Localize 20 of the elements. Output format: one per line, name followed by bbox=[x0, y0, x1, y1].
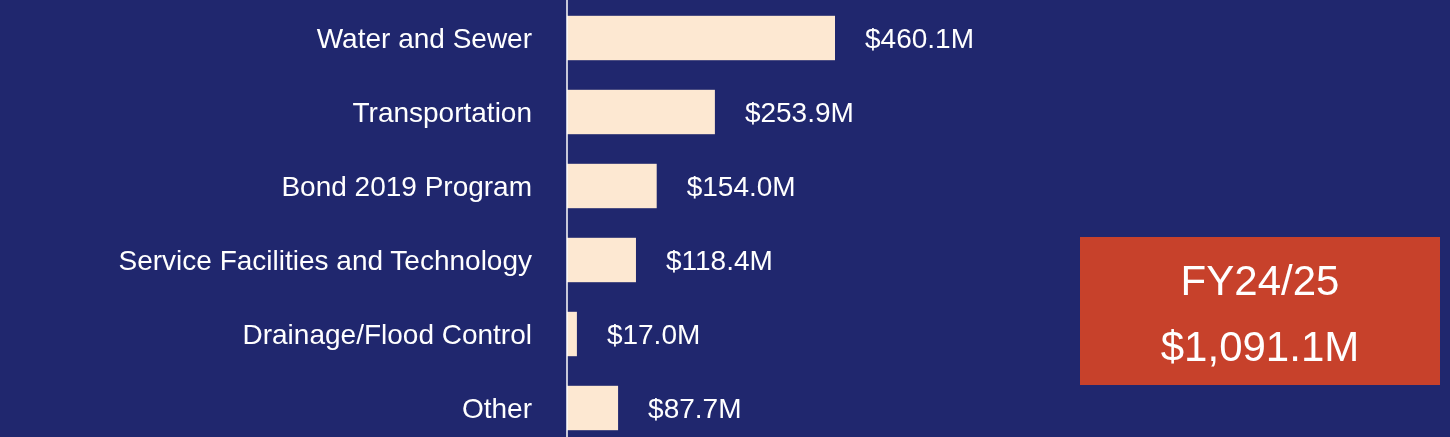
bar bbox=[567, 15, 835, 61]
y-tick-label: Service Facilities and Technology bbox=[118, 244, 532, 276]
data-label: $154.0M bbox=[686, 170, 796, 202]
bar bbox=[567, 89, 715, 135]
bar bbox=[567, 311, 577, 357]
y-tick-label: Other bbox=[461, 392, 532, 424]
bar bbox=[567, 385, 619, 431]
data-label: $118.4M bbox=[665, 244, 773, 276]
bar bbox=[567, 237, 636, 283]
y-tick-label: Bond 2019 Program bbox=[281, 170, 532, 202]
y-tick-label: Transportation bbox=[352, 96, 532, 128]
text: $1,091.1M bbox=[1160, 322, 1360, 370]
y-tick-label: Drainage/Flood Control bbox=[242, 318, 532, 350]
data-label: $460.1M bbox=[865, 22, 974, 54]
y-tick-label: Water and Sewer bbox=[316, 22, 532, 54]
data-label: $87.7M bbox=[648, 392, 742, 424]
bar bbox=[567, 163, 657, 209]
data-label: $253.9M bbox=[744, 96, 854, 128]
data-label: $17.0M bbox=[606, 318, 701, 350]
text: FY24/25 bbox=[1180, 256, 1340, 304]
